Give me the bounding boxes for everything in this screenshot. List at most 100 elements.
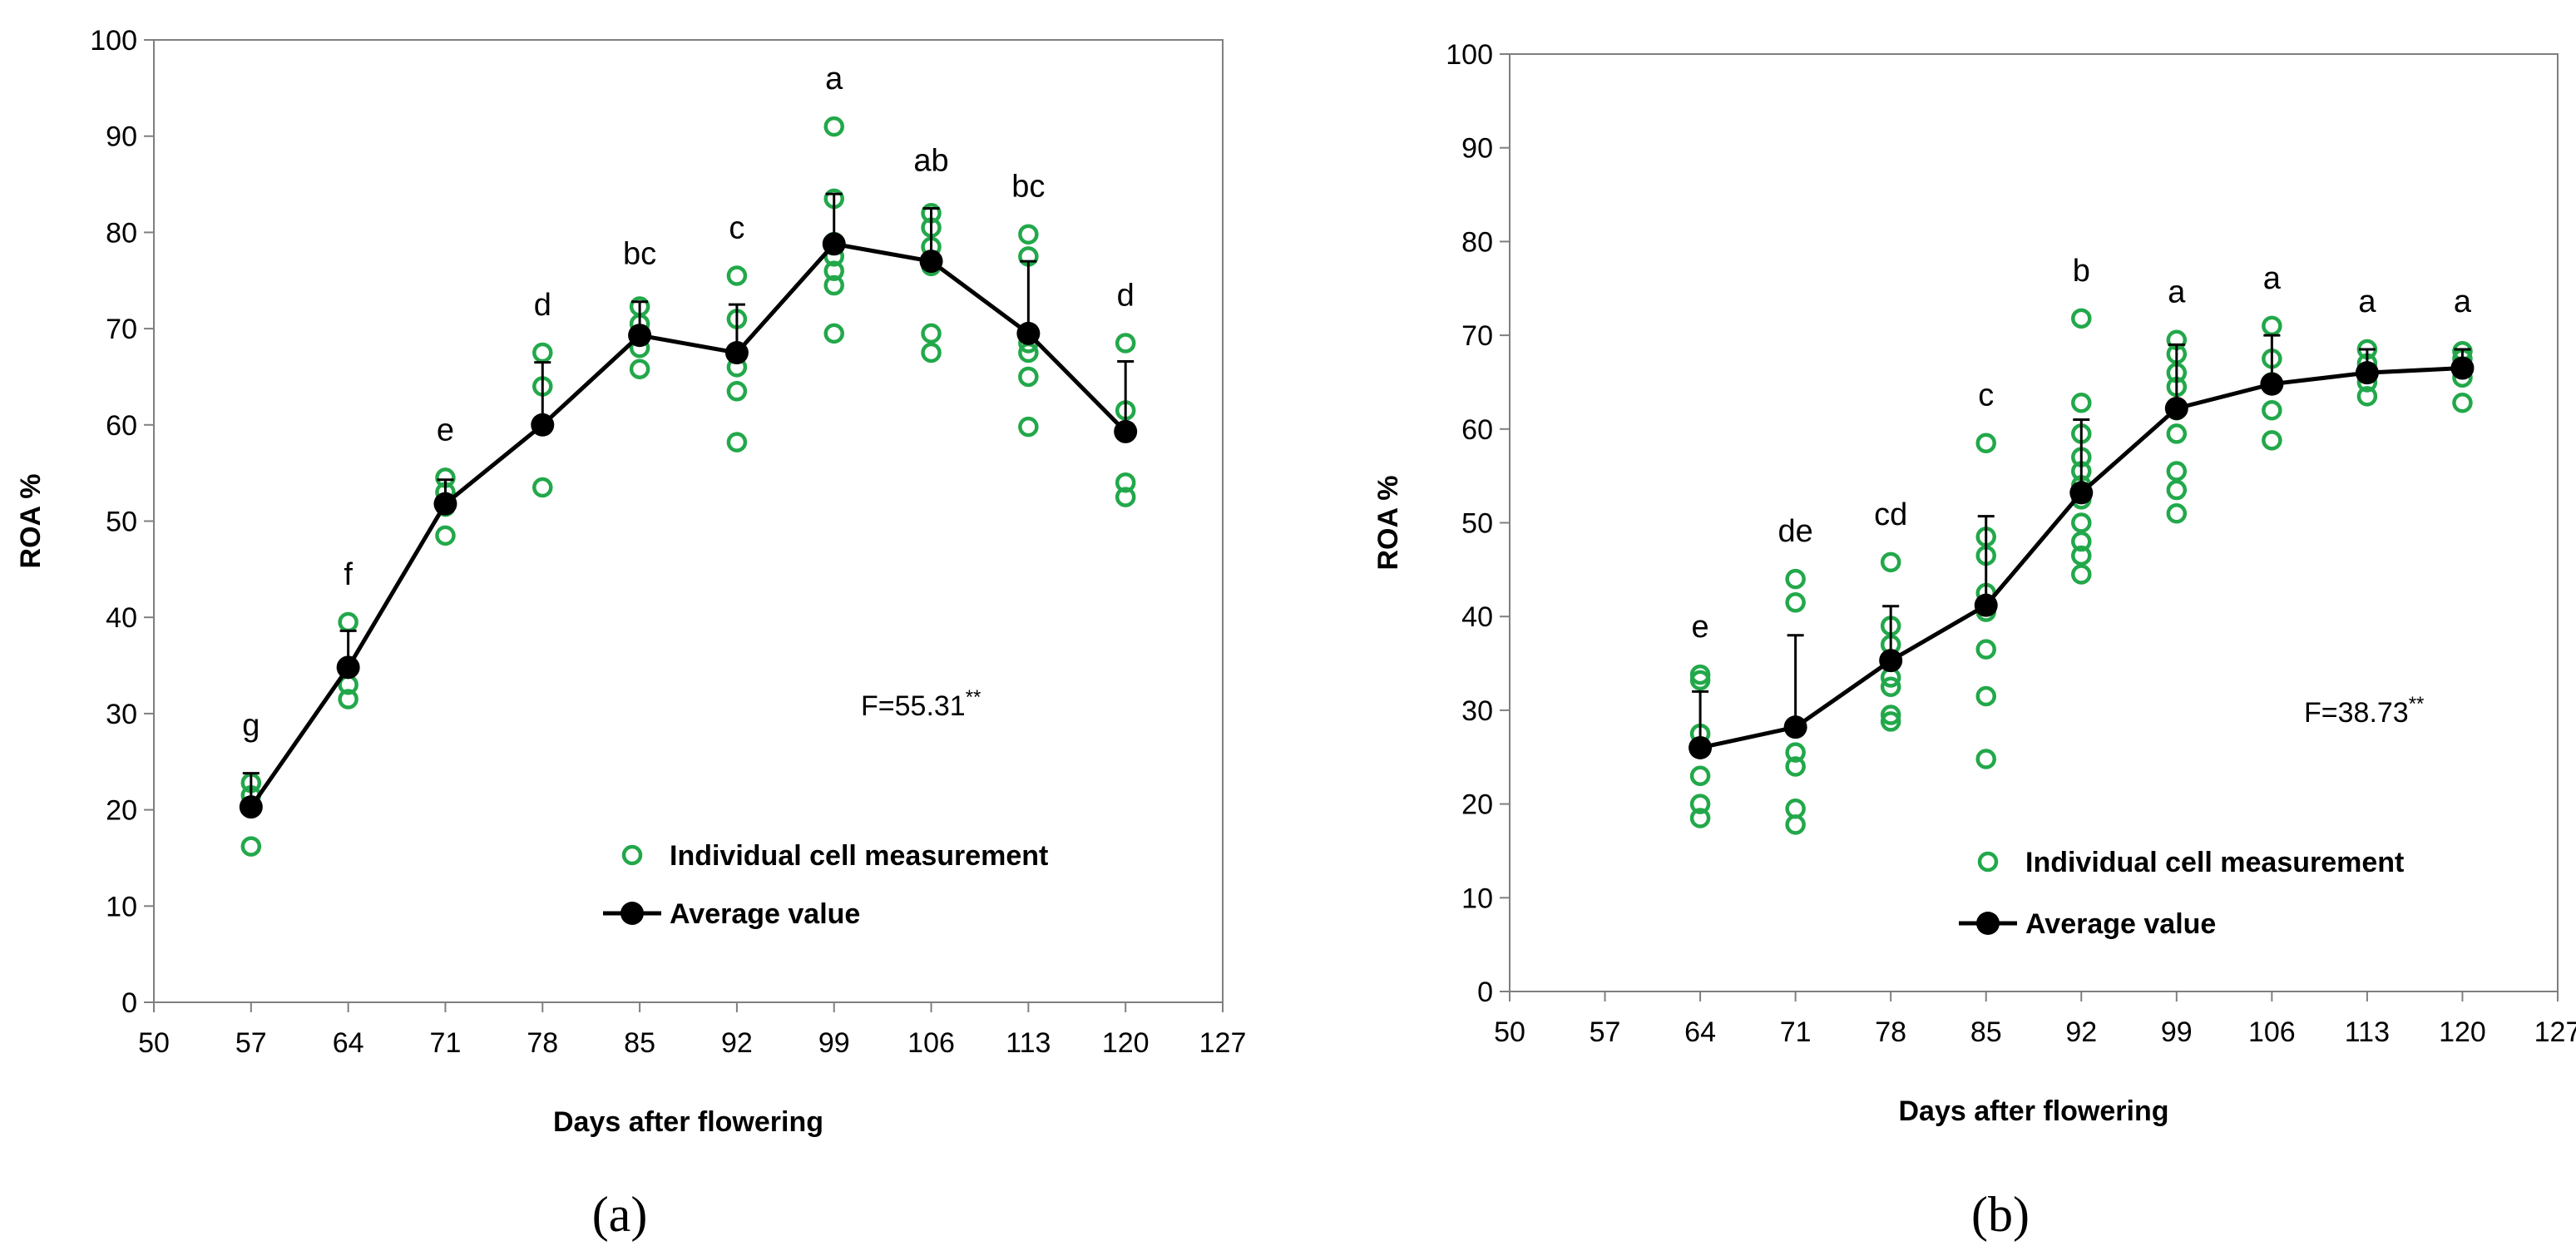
individual-point [1689, 808, 1711, 828]
individual-point [1018, 416, 1039, 438]
individual-point [2071, 392, 2092, 413]
average-point [2164, 397, 2188, 421]
individual-point [2071, 512, 2092, 533]
significance-letter: a [2263, 261, 2282, 296]
average-point [2260, 372, 2284, 396]
individual-point [2071, 308, 2092, 329]
individual-point [338, 689, 358, 710]
significance-letter: bc [1011, 170, 1045, 205]
y-tick-label: 100 [1446, 39, 1493, 71]
significance-letter: e [437, 413, 454, 447]
significance-letter: bc [623, 237, 656, 272]
legend-marker-individual [621, 844, 643, 866]
individual-point [2262, 400, 2282, 421]
average-point [628, 324, 652, 348]
legend: Individual cell measurement Average value [1959, 847, 2404, 940]
individual-point [2166, 502, 2188, 524]
average-point [531, 413, 555, 437]
legend-marker-individual [1977, 851, 1999, 873]
individual-point [1880, 711, 1901, 732]
individual-point [726, 432, 748, 452]
individual-point [1018, 366, 1039, 388]
individual-point [1689, 664, 1711, 685]
significance-letter: de [1777, 514, 1812, 549]
individual-point [726, 381, 748, 402]
y-tick-label: 0 [121, 987, 137, 1019]
panel-label: (b) [1971, 1187, 2030, 1242]
y-tick-label: 60 [1461, 414, 1493, 446]
individual-point [2166, 461, 2188, 482]
individual-point [1975, 433, 1996, 453]
y-tick-label: 50 [106, 507, 137, 538]
y-tick-label: 10 [1461, 883, 1493, 914]
individual-point [2071, 531, 2092, 552]
individual-point [2262, 430, 2282, 451]
significance-letter: g [242, 709, 260, 744]
average-point [1114, 419, 1138, 443]
f-statistic-significance: ** [2409, 693, 2425, 715]
y-tick-label: 70 [106, 314, 137, 345]
significance-letter: b [2073, 254, 2090, 289]
individual-point [823, 323, 844, 344]
individual-point [1975, 639, 1996, 660]
x-tick-label: 120 [2439, 1016, 2486, 1048]
average-point [2450, 356, 2475, 380]
individual-point [823, 260, 844, 281]
y-tick-label: 90 [1461, 133, 1493, 165]
individual-point [532, 342, 553, 363]
individual-point [1785, 568, 1806, 590]
x-tick-label: 106 [907, 1027, 955, 1059]
individual-point [823, 274, 844, 296]
average-point [433, 492, 457, 516]
y-axis-title: ROA % [15, 474, 47, 569]
individual-point [532, 477, 553, 498]
significance-letter: a [2454, 284, 2472, 319]
legend-marker-average [621, 902, 644, 925]
significance-letter: d [1117, 278, 1135, 313]
y-tick-label: 80 [106, 217, 137, 249]
individual-point [1785, 742, 1806, 763]
individual-point [1115, 487, 1136, 507]
x-tick-label: 92 [2065, 1016, 2097, 1048]
average-point [1016, 321, 1041, 345]
chart-panel-a: 0 10 20 30 40 50 60 70 80 90 100 50 57 64 71 78 85 92 99 10… [15, 25, 1246, 1242]
x-tick-label: 64 [333, 1027, 364, 1059]
f-statistic-significance: ** [966, 686, 981, 709]
individual-point [2071, 564, 2092, 585]
individual-point [1018, 224, 1039, 245]
average-point [1974, 593, 1998, 617]
y-tick-label: 10 [106, 891, 137, 922]
x-tick-label: 78 [1875, 1016, 1906, 1048]
individual-point [1975, 685, 1996, 707]
y-tick-label: 40 [106, 602, 137, 634]
individual-point [726, 265, 748, 286]
y-tick-label: 50 [1461, 508, 1493, 540]
legend-label-average: Average value [2025, 908, 2216, 940]
average-point [1783, 715, 1807, 739]
legend-marker-average [1976, 912, 2000, 935]
average-point [822, 232, 846, 256]
f-statistic: F=38.73** [2304, 693, 2424, 729]
y-tick-label: 0 [1477, 977, 1493, 1008]
significance-letter: a [2168, 275, 2186, 310]
individual-point [1785, 756, 1806, 777]
significance-letter: f [344, 557, 353, 592]
x-tick-label: 57 [1590, 1016, 1621, 1048]
average-point [919, 250, 943, 274]
individual-point [240, 836, 262, 857]
x-tick-label: 71 [1780, 1016, 1812, 1048]
individual-point [1785, 592, 1806, 613]
x-axis-title: Days after flowering [553, 1106, 823, 1138]
legend-label-average: Average value [670, 898, 860, 930]
individual-point [2166, 423, 2188, 444]
x-tick-label: 99 [2161, 1016, 2193, 1048]
significance-letter: ab [913, 143, 948, 178]
x-tick-label: 85 [1970, 1016, 2002, 1048]
y-tick-label: 40 [1461, 601, 1493, 633]
x-tick-label: 113 [2345, 1016, 2390, 1048]
individual-point [1689, 765, 1711, 787]
average-point [239, 795, 263, 819]
individual-point [921, 342, 942, 363]
individual-point [1975, 749, 1996, 769]
